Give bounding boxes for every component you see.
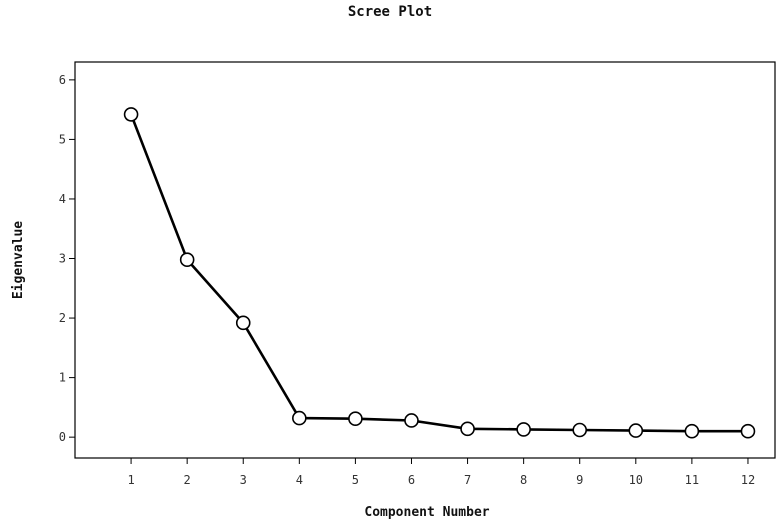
series-line — [129, 113, 748, 433]
y-axis-label: Eigenvalue — [11, 221, 26, 299]
y-tick-label: 3 — [59, 252, 66, 266]
data-point-marker — [404, 413, 419, 428]
data-point-marker — [684, 423, 700, 439]
y-tick-label: 5 — [59, 132, 66, 146]
data-point-marker — [740, 423, 756, 439]
plot-frame — [74, 61, 776, 459]
x-tick-label: 2 — [184, 473, 191, 487]
data-point-marker — [235, 315, 251, 331]
data-point-marker — [628, 423, 644, 438]
data-point-marker — [348, 411, 363, 426]
series-layer — [123, 107, 756, 439]
x-tick-label: 7 — [464, 473, 471, 487]
x-tick-label: 10 — [629, 473, 643, 487]
data-point-marker — [572, 422, 588, 438]
data-point-marker — [123, 107, 139, 122]
x-tick-label: 8 — [520, 473, 527, 487]
data-point-marker — [460, 421, 475, 437]
x-tick-label: 9 — [576, 473, 583, 487]
x-tick-label: 4 — [296, 473, 303, 487]
x-tick-label: 11 — [685, 473, 699, 487]
x-axis-label: Component Number — [364, 505, 489, 520]
x-tick-label: 1 — [127, 473, 134, 487]
y-tick-label: 1 — [59, 371, 66, 385]
x-axis: 1 2 3 4 5 6 7 8 9 10 11 12 — [127, 458, 755, 487]
y-axis: 0 1 2 3 4 5 6 — [59, 73, 75, 444]
data-point-marker — [179, 252, 195, 268]
x-tick-label: 5 — [352, 473, 359, 487]
chart-title: Scree Plot — [348, 4, 432, 20]
x-tick-label: 6 — [408, 473, 415, 487]
y-tick-label: 0 — [59, 430, 66, 444]
plot-area — [74, 61, 776, 459]
x-tick-label: 3 — [240, 473, 247, 487]
y-tick-label: 2 — [59, 311, 66, 325]
y-tick-label: 6 — [59, 73, 66, 87]
data-point-marker — [516, 422, 531, 437]
x-tick-label: 12 — [741, 473, 755, 487]
y-tick-label: 4 — [59, 192, 66, 206]
data-point-marker — [292, 410, 307, 426]
